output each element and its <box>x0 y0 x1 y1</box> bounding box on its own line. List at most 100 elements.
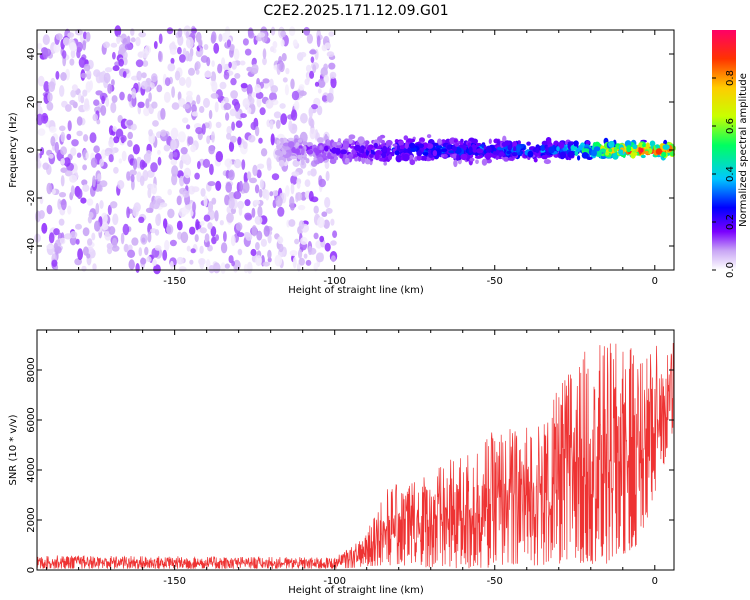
heatmap-cell <box>122 223 130 236</box>
heatmap-cell <box>43 81 50 93</box>
heatmap-cell <box>418 143 425 148</box>
heatmap-cell <box>78 57 87 68</box>
heatmap-cell <box>86 70 92 79</box>
heatmap-cell <box>210 71 217 83</box>
heatmap-cell <box>502 135 507 143</box>
heatmap-cell <box>230 90 239 99</box>
heatmap-cell <box>395 154 403 163</box>
heatmap-cell <box>199 106 205 113</box>
heatmap-cell <box>37 128 46 136</box>
heatmap-cell <box>147 188 152 199</box>
heatmap-cell <box>297 139 303 143</box>
heatmap-cell <box>69 231 78 239</box>
heatmap-cell <box>94 106 102 114</box>
y-tick-label: 40 <box>26 48 37 61</box>
heatmap-cell <box>203 44 209 50</box>
heatmap-cell <box>272 190 279 197</box>
heatmap-cell <box>317 156 324 164</box>
heatmap-cell <box>137 101 145 109</box>
heatmap-cell <box>298 84 305 91</box>
heatmap-cell <box>285 185 290 197</box>
heatmap-cell <box>143 107 150 117</box>
heatmap-cell <box>501 141 507 147</box>
heatmap-cell <box>140 257 147 265</box>
heatmap-cell <box>207 201 214 213</box>
heatmap-cell <box>60 158 66 165</box>
heatmap-cell <box>585 140 590 145</box>
heatmap-cell <box>354 157 359 162</box>
heatmap-cell <box>325 170 330 182</box>
heatmap-cell <box>199 47 204 56</box>
heatmap-cell <box>297 155 303 160</box>
heatmap-cell <box>127 244 133 252</box>
heatmap-cell <box>164 77 171 87</box>
heatmap-cell <box>207 181 216 187</box>
heatmap-cell <box>171 165 179 177</box>
heatmap-cell <box>69 99 76 106</box>
heatmap-cell <box>326 92 334 103</box>
heatmap-cell <box>204 70 212 78</box>
heatmap-cell <box>153 264 161 275</box>
heatmap-cell <box>93 99 100 106</box>
heatmap-cell <box>420 155 427 161</box>
heatmap-cell <box>55 70 60 80</box>
heatmap-cell <box>176 220 183 231</box>
heatmap-cell <box>166 224 174 235</box>
heatmap-cell <box>177 131 186 143</box>
heatmap-cell <box>145 98 150 109</box>
heatmap-cell <box>36 113 44 126</box>
heatmap-cell <box>69 42 77 52</box>
heatmap-cell <box>567 151 575 158</box>
heatmap-cell <box>95 202 100 215</box>
heatmap-cell <box>329 158 337 165</box>
heatmap-cell <box>60 72 67 81</box>
heatmap-cell <box>295 148 301 154</box>
heatmap-cell <box>171 102 180 110</box>
heatmap-cell <box>110 201 118 209</box>
heatmap-cell <box>613 146 618 153</box>
heatmap-cell <box>265 189 270 201</box>
heatmap-cell <box>135 59 144 68</box>
heatmap-cell <box>64 170 73 177</box>
heatmap-cell <box>148 92 152 102</box>
heatmap-cell <box>37 75 45 87</box>
heatmap-cell <box>488 138 492 145</box>
heatmap-cell <box>313 205 319 214</box>
heatmap-cell <box>85 152 89 160</box>
heatmap-cell <box>187 53 193 62</box>
heatmap-cell <box>329 71 337 79</box>
heatmap-cell <box>319 145 323 150</box>
heatmap-cell <box>605 151 610 156</box>
heatmap-cell <box>199 245 204 254</box>
heatmap-cell <box>42 162 50 170</box>
heatmap-cell <box>84 98 90 110</box>
heatmap-cell <box>323 63 328 71</box>
heatmap-cell <box>170 127 179 140</box>
heatmap-cell <box>317 88 322 94</box>
heatmap-cell <box>123 51 128 60</box>
heatmap-cell <box>151 73 158 83</box>
heatmap-cell <box>290 204 295 211</box>
heatmap-cell <box>404 142 409 149</box>
heatmap-cell <box>298 145 303 150</box>
heatmap-cell <box>60 175 65 187</box>
heatmap-cell <box>661 151 667 158</box>
heatmap-cell <box>246 261 253 274</box>
heatmap-cell <box>112 65 120 72</box>
heatmap-cell <box>468 146 473 154</box>
heatmap-cell <box>295 192 303 201</box>
heatmap-cell <box>535 147 540 154</box>
heatmap-cell <box>453 159 458 168</box>
heatmap-cell <box>166 27 174 35</box>
heatmap-cell <box>506 150 512 155</box>
spectrum-x-axis-label: Height of straight line (km) <box>288 285 424 296</box>
heatmap-cell <box>127 93 132 102</box>
heatmap-cell <box>117 180 125 190</box>
heatmap-cell <box>204 233 210 242</box>
heatmap-cell <box>127 249 136 258</box>
heatmap-cell <box>220 242 228 254</box>
heatmap-cell <box>226 212 234 223</box>
heatmap-cell <box>254 184 260 194</box>
heatmap-cell <box>76 41 83 52</box>
y-tick-label: 0 <box>26 567 37 573</box>
